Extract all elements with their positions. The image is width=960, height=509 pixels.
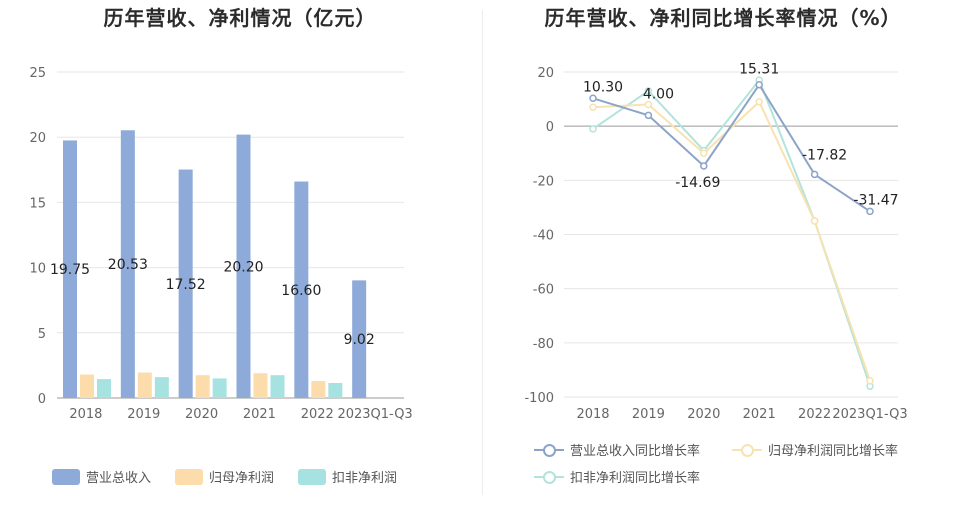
legend-item[interactable]: 归母净利润 [175,467,274,486]
data-point [644,87,653,95]
data-label: -17.82 [802,147,847,163]
bar [63,140,77,398]
data-point [866,207,874,216]
x-tick-label: 2020 [687,407,720,422]
series-line [592,100,871,382]
data-label: 10.30 [583,79,623,95]
bar [294,181,309,398]
legend-swatch [298,468,326,485]
bar [311,381,326,398]
revenue-profit-chart: 历年营收、净利情况（亿元） 0 5 10 15 20 25 2018 19.75 2019 20.… [29,6,412,486]
bar [80,374,94,398]
data-point [644,100,653,109]
line-legend: 营业总收入同比增长率 归母净利润同比增长率 扣非净利润同比增长率 [486,0,960,509]
data-label: 4.00 [643,86,674,102]
y-tick-label: 5 [38,327,46,342]
data-point [589,125,597,133]
data-label: 19.75 [50,262,90,278]
legend-label: 扣非净利润同比增长率 [570,471,701,486]
data-point [700,149,708,157]
data-label: 9.02 [344,332,375,348]
bar [352,280,367,398]
data-point [810,170,819,179]
bar [236,134,251,399]
bar [120,130,135,398]
legend-item[interactable]: 扣非净利润 [298,467,397,486]
data-point [755,98,763,106]
y-tick-label: 10 [29,262,46,277]
legend-line-icon [534,442,564,458]
bar [154,377,169,398]
y-tick-label: 25 [29,66,46,81]
x-tick-label: 2019 [127,407,160,422]
y-tick-label: 0 [38,392,46,407]
x-tick-label: 2021 [743,407,776,422]
bar [137,372,152,398]
y-tick-label: 20 [537,66,554,81]
bar [195,375,210,398]
x-tick-label: 2020 [185,407,218,422]
y-tick-label: 15 [29,196,46,211]
data-label: 16.60 [281,283,321,299]
data-point [644,111,653,120]
data-label: 20.20 [223,259,263,275]
data-point [866,377,874,385]
legend-line-icon [732,442,762,458]
y-tick-label: 0 [546,120,554,135]
y-tick-label: -20 [533,174,554,189]
legend-line-icon [534,469,564,485]
bar [178,169,193,398]
y-tick-label: -80 [533,337,554,352]
x-tick-label: 2018 [576,407,609,422]
legend-label: 营业总收入 [86,471,152,486]
line-chart-canvas: 20 0 -20 -40 -60 -80 -100 2018 2019 2020 2021 2022 2… [524,62,907,422]
bar [97,379,111,398]
x-tick-label: 2022 [301,407,334,422]
data-point [700,162,708,170]
x-tick-label: 2022 [798,407,831,422]
legend-item[interactable]: 归母净利润同比增长率 [732,440,898,459]
bar [270,375,285,398]
growth-rate-chart: 历年营收、净利同比增长率情况（%） 20 0 -20 -40 -60 -80 -100 201… [486,0,960,509]
legend-label: 营业总收入同比增长率 [570,444,701,459]
data-label: 15.31 [739,62,779,78]
data-point [589,94,597,103]
bar [253,373,268,398]
bar [328,383,343,398]
legend-swatch [52,468,80,485]
legend-swatch [175,468,203,485]
y-tick-label: -100 [524,391,554,406]
data-label: 20.53 [108,257,148,273]
legend-label: 扣非净利润 [332,471,398,486]
x-tick-label: 2019 [632,407,665,422]
data-point [810,217,819,225]
y-tick-label: -40 [533,229,554,244]
bar-legend: 营业总收入 归母净利润 扣非净利润 [52,467,397,486]
y-tick-label: -60 [533,283,554,298]
data-point [589,103,597,111]
chart-title: 历年营收、净利情况（亿元） [103,6,377,30]
panel-divider [482,10,483,495]
legend-item[interactable]: 营业总收入 [52,467,151,486]
y-tick-label: 20 [29,131,46,146]
x-tick-label: 2018 [69,407,102,422]
data-label: -14.69 [675,175,720,191]
bar [212,378,227,398]
data-point [755,80,763,89]
legend-item[interactable]: 扣非净利润同比增长率 [534,467,700,486]
chart-title: 历年营收、净利同比增长率情况（%） [544,6,902,30]
x-tick-label: 2023Q1-Q3 [337,407,412,422]
x-tick-label: 2023Q1-Q3 [832,407,907,422]
legend-label: 归母净利润同比增长率 [768,444,899,459]
bar-chart-canvas: 0 5 10 15 20 25 2018 19.75 2019 20.53 2020 17.52 202… [29,66,412,422]
x-tick-label: 2021 [243,407,276,422]
legend-item[interactable]: 营业总收入同比增长率 [534,440,700,459]
legend-label: 归母净利润 [209,471,275,486]
data-label: 17.52 [166,277,206,293]
data-label: -31.47 [853,192,898,208]
series-line [592,82,871,213]
